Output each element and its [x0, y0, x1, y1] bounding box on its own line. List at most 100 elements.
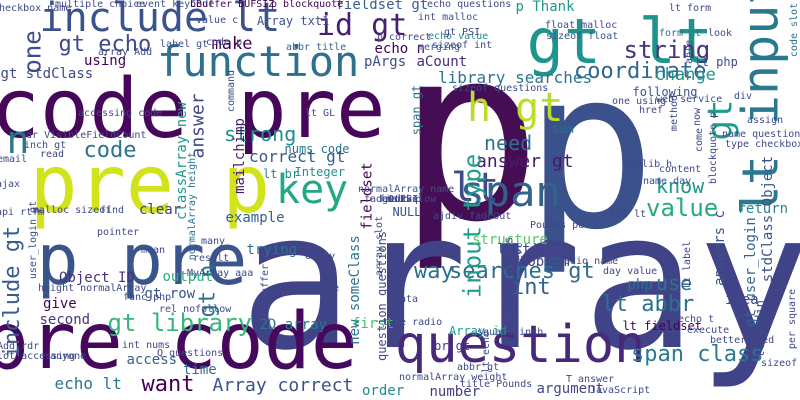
word-rel-nofollow: rel nofollow [159, 304, 232, 315]
word-abbr-gt: abbr gt [457, 362, 500, 373]
word-empty: empty [305, 251, 336, 262]
word-nums-code: nums code [284, 142, 350, 156]
word-idea: idea [725, 292, 759, 308]
word-p-correct: p correct [377, 32, 432, 43]
word-gt-echo: gt echo [58, 32, 152, 57]
word-sizeof-int: sizeof int [432, 40, 493, 51]
word-value-c: value c [196, 15, 239, 26]
word-type-checkbox: type checkbox [725, 139, 800, 150]
word-result: result [193, 253, 230, 264]
word-give: give [43, 296, 77, 312]
word-trying: trying [246, 242, 298, 258]
word-problem: problem [510, 254, 570, 270]
word-q-questions: Q questions [157, 348, 224, 359]
word-order: order [362, 383, 405, 399]
word-listindex: listindex [497, 242, 573, 258]
word-normalarray-height: normalArray height [187, 151, 199, 261]
word-second: second [39, 312, 91, 328]
word-normalarray-weight: normalArray weight [399, 372, 508, 383]
word-content: content [659, 164, 702, 175]
word-lt-br: lt br [263, 167, 300, 181]
word-sizeof-float: sizeof float [546, 31, 619, 42]
word-string: string [623, 36, 711, 64]
word-lt-stdin: lt stdin [752, 300, 767, 358]
word-gt-row: gt row [144, 286, 196, 302]
word-answer: answer [187, 93, 209, 159]
word-int-nums: int nums [122, 340, 171, 351]
word-psi-lt: PSI lt [610, 209, 647, 220]
word-gt-stdclass: gt stdClass [0, 66, 94, 82]
word-value: value [646, 194, 719, 222]
word-email: email [0, 154, 28, 165]
word-input-type: input type [457, 153, 486, 299]
word-field-p: field p [379, 194, 422, 205]
word-return: return [737, 201, 789, 217]
word-need: need [484, 131, 533, 155]
word-malloc-sizeof: malloc sizeof [33, 205, 112, 216]
word-coordinate: coordinate [574, 59, 707, 84]
word-pargs: pArgs [364, 54, 407, 70]
word-array: array [239, 171, 800, 392]
word-number: number [429, 384, 481, 400]
word-access: access [126, 352, 178, 368]
word-bbuffer-bufsiz: bBuffer BUFSIZ [190, 0, 275, 10]
word-id-gt: id gt [317, 8, 408, 43]
word-p-pre: p pre [36, 219, 248, 301]
word-label-gt: label gt [160, 39, 209, 50]
word-inch-gt: inch gt [24, 140, 67, 151]
word-method: method [669, 94, 681, 132]
word-use: use [656, 271, 693, 295]
word-merging: merging [418, 42, 461, 53]
word-change: change [654, 64, 716, 85]
word-ajdiv-fadeout: ajdiv fadeOut [433, 211, 512, 222]
word-correct-gt: correct gt [249, 147, 346, 166]
word-echo-value: echo value [428, 31, 489, 42]
word-execute: execute [687, 325, 730, 336]
word-div: div [734, 91, 753, 102]
word-web-service: web service [656, 94, 723, 105]
word-include-gt: include gt [0, 225, 26, 359]
word-p-blockquote: p blockquote [271, 0, 344, 10]
word-array-slot: array slot [374, 215, 386, 277]
word-array-txt1: Array txt1 [257, 14, 330, 28]
word-array-add: array Add [98, 47, 153, 58]
word-sizeof-questions: sizeof questions [452, 83, 549, 94]
word-fieldset-gt: fieldset gt [335, 0, 429, 13]
word-radio-name: radio name [558, 256, 619, 267]
word-echo-lt: echo lt [54, 374, 122, 393]
word-come: come [694, 127, 706, 153]
word-gt-psi: gt PSI [444, 27, 481, 38]
word-searches-gt: searches gt [449, 259, 595, 284]
word-br-gt: br gt [434, 339, 471, 353]
word-title-pounds: title Pounds [460, 379, 533, 390]
word-strlen-pargs: strlen pArgs [500, 236, 515, 324]
word-mailchimp: mailchimp [231, 118, 248, 194]
word-p-thank: p Thank [515, 0, 575, 15]
word-using: using [84, 53, 127, 69]
word-gt-lt: gt lt [526, 5, 714, 78]
word-echo-t: echo t [678, 314, 715, 325]
word-api-rtfm: api rtfm [0, 207, 45, 218]
word-time: time [183, 362, 217, 378]
word-user-login-gt: user_login gt [28, 200, 40, 280]
word-argument: argument [536, 381, 604, 397]
word-blockquote-p: blockquote p [708, 111, 720, 185]
word-multiple-choice: multiple choice [55, 0, 146, 10]
word-library-searches: library searches [438, 68, 593, 87]
word-href: href [639, 105, 664, 116]
word-echo-questions: echo questions [427, 0, 512, 10]
word-question: question [395, 315, 646, 375]
word-event-keycode: event keyCode [136, 0, 215, 10]
word-float-malloc: float malloc [545, 20, 618, 31]
word-now: now [692, 107, 704, 127]
word-square-inch: square inch [477, 327, 544, 338]
word-span-gt: span gt [408, 84, 423, 136]
word-stdclass-object: stdClass Object [760, 155, 777, 283]
word-better: better [710, 335, 747, 346]
word-p: p [524, 22, 657, 278]
word-acount: aCount [416, 54, 468, 70]
word-output: output [162, 269, 214, 285]
word-day-value: day value [603, 266, 658, 277]
word-p: p [397, 0, 543, 275]
